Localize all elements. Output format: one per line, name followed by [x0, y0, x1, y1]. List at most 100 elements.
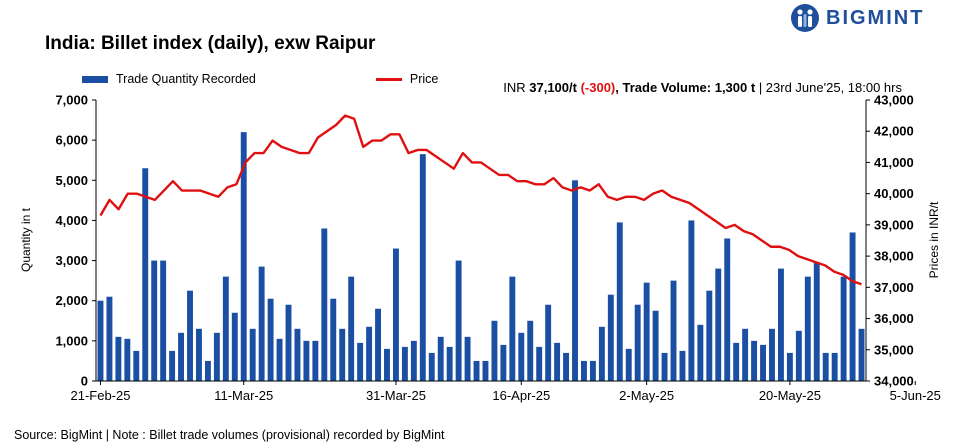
chart-legend: Trade Quantity Recorded Price	[82, 72, 438, 86]
bar-72	[742, 328, 749, 381]
y-left-tick-label: 6,000	[55, 133, 88, 148]
bar-37	[428, 352, 435, 381]
x-tick-label: 11-Mar-25	[214, 388, 273, 403]
bar-47	[518, 332, 525, 381]
bar-36	[419, 154, 426, 381]
bar-20	[276, 338, 283, 381]
bar-79	[804, 276, 811, 381]
bar-45	[500, 344, 507, 381]
bar-24	[312, 340, 319, 381]
bar-69	[715, 268, 722, 381]
legend-line-swatch	[375, 77, 402, 81]
legend-bar-label: Trade Quantity Recorded	[116, 72, 256, 86]
x-tick-label: 21-Feb-25	[70, 388, 130, 403]
y-right-tick-label: 40,000	[874, 186, 914, 201]
y-left-tick-label: 0	[81, 374, 88, 389]
bar-32	[384, 348, 390, 381]
bar-13	[213, 332, 220, 381]
bar-39	[446, 346, 453, 381]
bar-31	[375, 308, 381, 381]
y-left-tick-label: 1,000	[55, 333, 88, 348]
info-change: (-300)	[580, 80, 616, 95]
bar-34	[401, 346, 408, 381]
bar-64	[670, 280, 677, 381]
y-right-tick-label: 38,000	[874, 249, 914, 264]
bar-68	[706, 290, 713, 381]
bar-17	[249, 328, 256, 381]
bar-49	[536, 346, 543, 381]
info-timestamp: | 23rd June'25, 18:00 hrs	[755, 80, 902, 95]
x-tick-label: 5-Jun-25	[890, 388, 941, 403]
bar-41	[464, 336, 471, 381]
bar-56	[598, 326, 605, 381]
brand-mark-icon	[791, 4, 819, 32]
bar-26	[330, 298, 337, 381]
y-left-tick-label: 3,000	[55, 253, 88, 268]
y-right-tick-label: 43,000	[874, 93, 914, 108]
bar-27	[339, 328, 346, 381]
bar-15	[231, 312, 238, 381]
bar-40	[455, 260, 462, 381]
bar-58	[616, 222, 623, 381]
bar-23	[303, 340, 310, 381]
bar-46	[509, 276, 516, 381]
x-tick-label: 31-Mar-25	[366, 388, 426, 403]
bar-28	[348, 276, 355, 381]
bar-25	[321, 228, 328, 381]
bar-80	[813, 262, 820, 381]
bar-74	[760, 344, 766, 381]
bar-77	[786, 352, 793, 381]
bar-73	[751, 340, 758, 381]
bar-57	[607, 294, 614, 381]
bar-84	[849, 232, 856, 381]
bar-67	[697, 324, 704, 381]
y-left-tick-label: 4,000	[55, 213, 88, 228]
legend-bar-swatch	[82, 75, 108, 83]
bar-55	[589, 360, 596, 381]
bar-18	[258, 266, 265, 381]
info-volume-label: , Trade Volume:	[615, 80, 715, 95]
bar-12	[204, 360, 211, 381]
bar-6	[151, 260, 158, 381]
source-note: Source: BigMint | Note : Billet trade vo…	[14, 428, 445, 442]
bar-61	[643, 282, 650, 381]
bar-10	[187, 290, 193, 381]
bar-1	[106, 296, 113, 381]
bar-59	[625, 348, 632, 381]
bar-14	[222, 276, 229, 381]
bar-9	[178, 332, 185, 381]
bar-16	[240, 132, 247, 381]
bar-76	[777, 268, 784, 381]
bar-63	[661, 352, 668, 381]
bar-48	[527, 320, 534, 381]
bar-85	[858, 328, 865, 381]
bar-8	[169, 350, 176, 381]
bar-29	[357, 342, 364, 381]
y-right-tick-label: 41,000	[874, 155, 914, 170]
bar-50	[545, 304, 552, 381]
y-left-tick-label: 5,000	[55, 173, 88, 188]
bar-71	[733, 342, 740, 381]
info-prefix: INR	[503, 80, 530, 95]
bar-3	[124, 338, 131, 381]
y-right-tick-label: 37,000	[874, 280, 914, 295]
y-right-tick-label: 39,000	[874, 217, 914, 232]
y-left-tick-label: 7,000	[55, 93, 88, 108]
info-volume: 1,300 t	[714, 80, 756, 95]
bar-35	[410, 340, 417, 381]
bar-53	[572, 180, 578, 381]
price-info: INR 37,100/t (-300), Trade Volume: 1,300…	[503, 80, 902, 95]
info-price: 37,100/t	[529, 80, 577, 95]
bar-43	[482, 360, 489, 381]
x-tick-label: 20-May-25	[759, 388, 821, 403]
x-tick-label: 16-Apr-25	[492, 388, 550, 403]
y-right-tick-label: 34,000	[874, 374, 914, 389]
bar-4	[133, 350, 140, 381]
y-left-axis-title: Quantity in t	[19, 207, 33, 272]
bar-5	[142, 168, 149, 381]
axes: 0 1,000 2,000 3,000 4,000 5,000 6,000 7,000 34,0…	[55, 93, 941, 404]
bar-2	[115, 336, 122, 381]
bar-38	[437, 336, 444, 381]
legend-line-label: Price	[409, 72, 439, 86]
